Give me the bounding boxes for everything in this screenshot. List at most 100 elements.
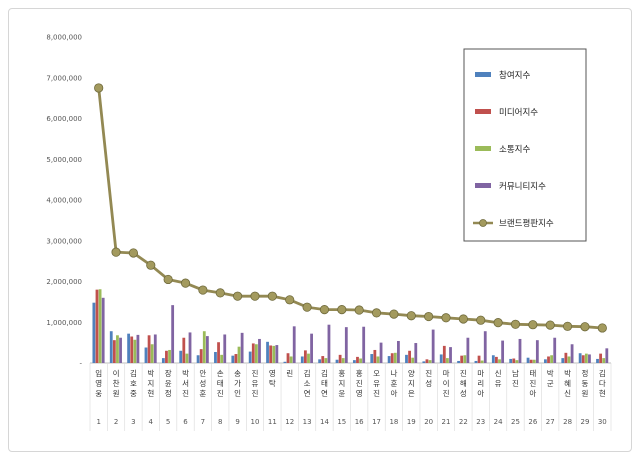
bar xyxy=(483,331,487,363)
category-index: 15 xyxy=(337,418,346,426)
bar xyxy=(564,352,568,363)
line-point xyxy=(198,285,208,295)
bar xyxy=(92,302,96,363)
bar xyxy=(153,334,157,363)
bar xyxy=(324,358,328,363)
line-point xyxy=(163,274,173,285)
category-index: 6 xyxy=(183,418,188,426)
bar xyxy=(292,326,296,363)
line-point xyxy=(250,291,260,301)
bar xyxy=(428,360,432,363)
bar xyxy=(283,361,287,363)
category-index: 12 xyxy=(285,418,294,426)
bar xyxy=(466,337,470,363)
bar xyxy=(188,332,192,363)
bar xyxy=(588,354,591,363)
line-point xyxy=(476,315,486,325)
category-index: 28 xyxy=(563,418,572,426)
bar xyxy=(405,354,408,363)
category-index: 10 xyxy=(251,418,260,426)
bar xyxy=(199,349,203,363)
bar xyxy=(532,359,536,363)
bar xyxy=(397,340,400,363)
bar xyxy=(101,297,105,363)
y-tick-label: 6,000,000 xyxy=(46,115,82,123)
line-point xyxy=(458,314,468,324)
legend-swatch xyxy=(475,183,491,188)
category-index: 21 xyxy=(442,418,451,426)
bar xyxy=(286,353,290,363)
bar xyxy=(150,344,154,363)
bar xyxy=(147,335,151,363)
line-point xyxy=(424,311,434,322)
line-point xyxy=(94,83,104,93)
bar xyxy=(303,350,307,363)
category-index: 13 xyxy=(303,418,312,426)
line-point xyxy=(510,319,521,329)
bar xyxy=(300,356,304,363)
category-index: 22 xyxy=(459,418,468,426)
bar xyxy=(605,348,609,363)
bar xyxy=(234,354,238,363)
line-point xyxy=(233,291,243,301)
bar xyxy=(491,355,495,363)
line-point xyxy=(337,305,347,315)
bar xyxy=(223,334,227,363)
bar xyxy=(352,360,356,363)
bar xyxy=(196,355,200,363)
bar xyxy=(561,358,565,363)
bar xyxy=(327,324,331,363)
bar xyxy=(596,358,599,363)
bar xyxy=(109,331,113,363)
category-index: 4 xyxy=(149,418,154,426)
bar xyxy=(321,356,325,363)
bar xyxy=(529,359,533,363)
line-point xyxy=(528,320,538,330)
bar xyxy=(501,340,505,363)
y-tick-label: 2,000,000 xyxy=(46,278,82,286)
bar xyxy=(289,356,293,363)
category-label: 린 xyxy=(286,368,293,378)
y-tick-label: 5,000,000 xyxy=(46,156,82,164)
bar xyxy=(344,327,348,363)
bar xyxy=(266,341,269,363)
line-point xyxy=(545,320,555,330)
bar xyxy=(231,355,235,363)
legend-marker xyxy=(479,219,487,227)
line-point xyxy=(215,288,225,298)
bar xyxy=(307,353,310,363)
legend-label: 커뮤니티지수 xyxy=(499,181,546,192)
bar xyxy=(362,326,366,363)
bar xyxy=(240,332,244,363)
bar xyxy=(439,354,443,363)
y-tick-label: 7,000,000 xyxy=(46,74,82,82)
y-tick-label: - xyxy=(79,360,82,368)
bar xyxy=(393,352,397,363)
category-index: 7 xyxy=(201,418,205,426)
bar xyxy=(217,342,220,363)
bar xyxy=(98,289,102,363)
bar xyxy=(254,344,258,363)
category-index: 8 xyxy=(218,418,222,426)
category-index: 5 xyxy=(166,418,170,426)
bar xyxy=(161,358,165,363)
bar xyxy=(112,340,116,363)
bar xyxy=(553,337,557,363)
line-point xyxy=(285,295,295,305)
bar xyxy=(480,360,484,363)
legend-label: 미디어지수 xyxy=(499,107,538,118)
